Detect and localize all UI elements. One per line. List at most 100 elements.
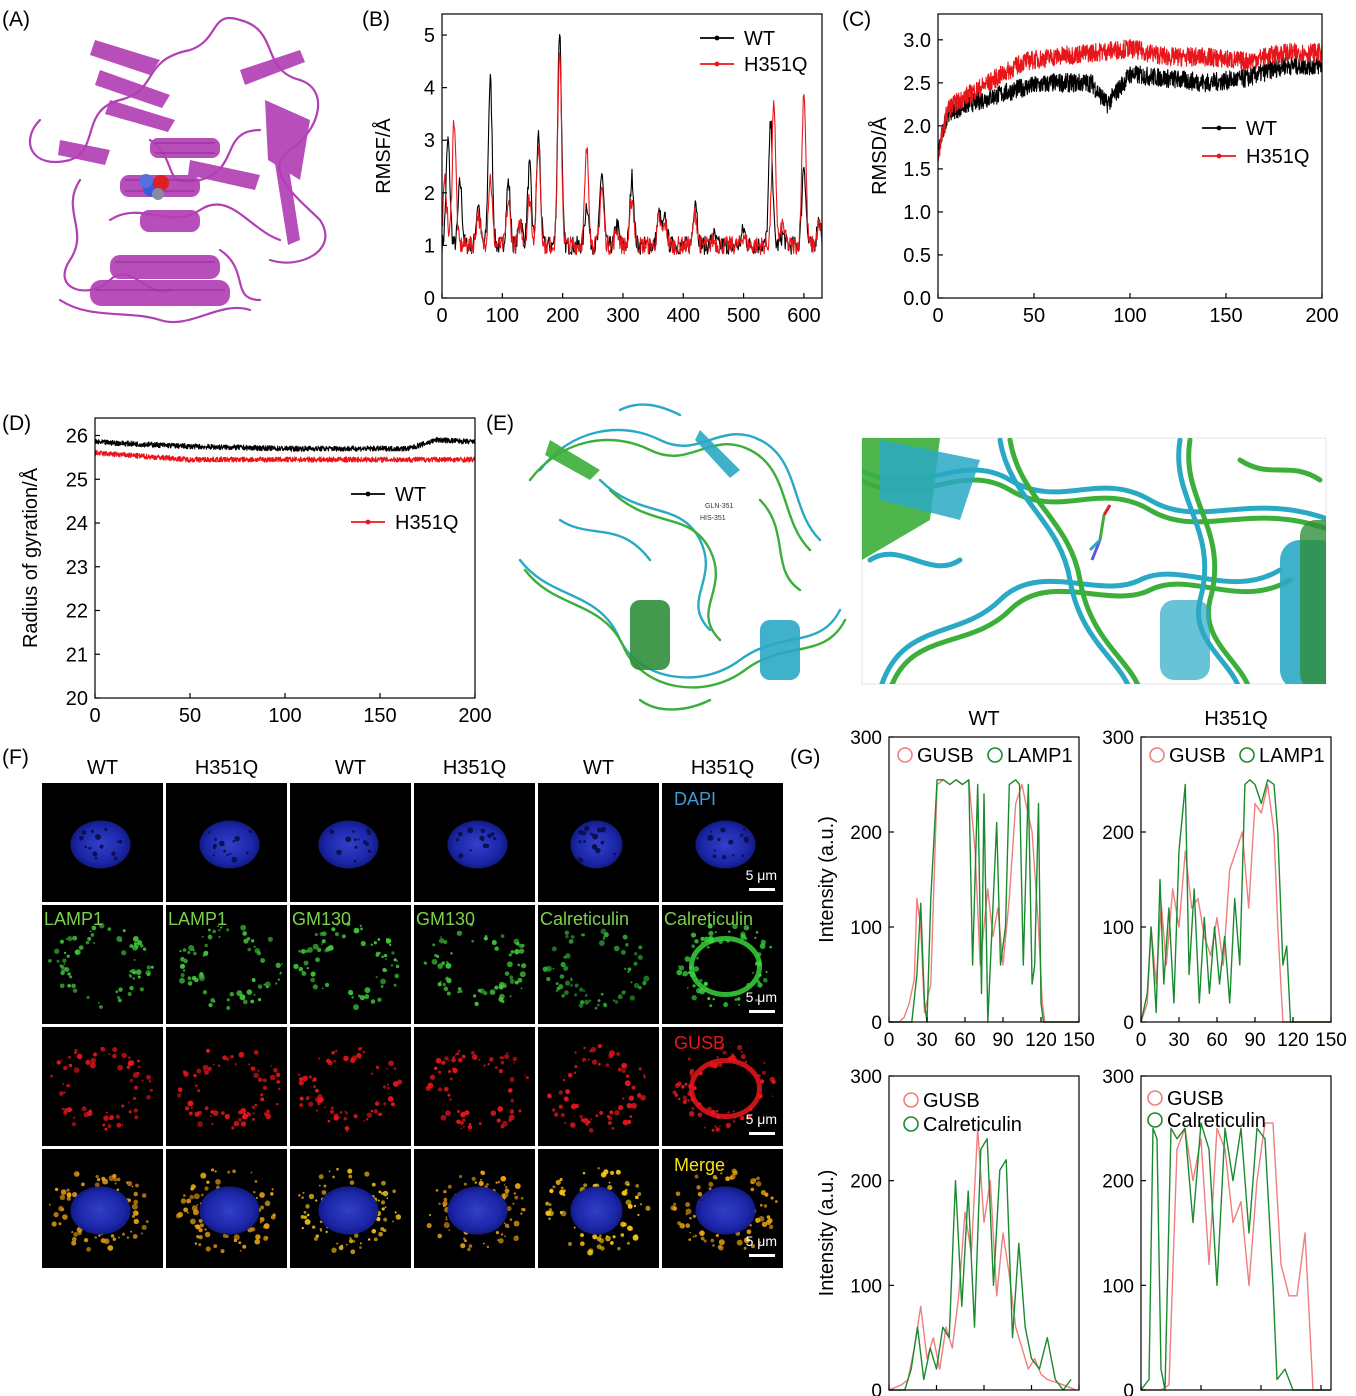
signal-puncta [370, 1109, 374, 1113]
x-tick-label: 150 [1315, 1030, 1347, 1051]
signal-puncta [387, 1096, 394, 1102]
nucleus-speckle [595, 847, 601, 854]
signal-puncta [222, 1233, 227, 1238]
signal-puncta [732, 923, 738, 930]
x-tick-label: 90 [1244, 1030, 1265, 1051]
signal-puncta [313, 1237, 318, 1241]
signal-puncta [568, 1242, 572, 1246]
legend-marker [903, 1116, 919, 1132]
signal-puncta [204, 1070, 209, 1075]
signal-puncta [624, 1080, 631, 1087]
signal-puncta [592, 1234, 598, 1240]
signal-puncta [127, 1101, 130, 1104]
signal-puncta [764, 1192, 769, 1197]
signal-puncta [609, 1170, 615, 1175]
x-tick-label: 60 [954, 1030, 975, 1051]
signal-puncta [260, 958, 266, 964]
x-tick-label: 100 [486, 305, 519, 327]
micrograph-tile: GM130 [290, 905, 411, 1024]
signal-puncta [758, 1216, 765, 1222]
signal-puncta [135, 969, 142, 976]
signal-puncta [327, 1119, 331, 1123]
nucleus-speckle [707, 834, 714, 841]
signal-puncta [378, 1231, 383, 1237]
signal-puncta [456, 1052, 459, 1055]
signal-puncta [179, 963, 186, 969]
signal-puncta [365, 1118, 369, 1121]
signal-puncta [240, 1121, 247, 1127]
signal-puncta [183, 1194, 186, 1197]
signal-puncta [133, 1085, 139, 1090]
y-axis-label: Intensity (a.u.) [816, 816, 838, 943]
signal-puncta [609, 1110, 614, 1115]
merge-nucleus [447, 1186, 508, 1235]
nucleus-speckle [213, 837, 217, 841]
signal-puncta [513, 1235, 519, 1241]
signal-puncta [598, 1062, 601, 1066]
nucleus-speckle [583, 840, 586, 843]
signal-puncta [108, 1175, 115, 1182]
signal-puncta [103, 1238, 110, 1245]
tile-background [414, 1027, 535, 1146]
signal-puncta [560, 1186, 564, 1190]
signal-puncta [182, 1070, 187, 1074]
signal-puncta [491, 940, 497, 946]
nucleus-speckle [357, 838, 360, 841]
signal-puncta [486, 1245, 490, 1249]
signal-puncta [264, 981, 271, 988]
signal-puncta [336, 1167, 339, 1171]
nucleus-speckle [712, 854, 717, 859]
signal-puncta [514, 948, 520, 955]
signal-puncta [246, 989, 253, 995]
nucleus-speckle [362, 840, 367, 844]
signal-puncta [395, 964, 400, 969]
signal-puncta [95, 1174, 99, 1179]
signal-puncta [514, 980, 519, 985]
signal-puncta [584, 994, 588, 997]
signal-puncta [394, 973, 400, 979]
micrograph-tile [538, 1149, 659, 1268]
signal-puncta [198, 1235, 203, 1240]
signal-puncta [632, 1234, 639, 1241]
signal-puncta [71, 1231, 74, 1234]
signal-puncta [236, 990, 243, 997]
signal-puncta [240, 924, 247, 931]
signal-puncta [708, 1181, 714, 1187]
series-line-h351q [94, 450, 476, 463]
y-tick-label: 25 [66, 469, 88, 491]
signal-puncta [73, 1067, 80, 1073]
nucleus-speckle [577, 857, 584, 864]
signal-puncta [307, 947, 313, 953]
signal-puncta [188, 1111, 193, 1116]
signal-puncta [567, 1072, 573, 1078]
signal-puncta [457, 990, 460, 994]
signal-puncta [582, 1171, 586, 1175]
signal-puncta [737, 997, 741, 1001]
signal-puncta [359, 995, 365, 1001]
signal-puncta [443, 1197, 448, 1202]
signal-puncta [370, 1072, 374, 1075]
signal-puncta [738, 1003, 740, 1006]
signal-puncta [204, 1231, 211, 1238]
perinuclear-ring [689, 936, 762, 997]
legend-label: GUSB [1169, 745, 1226, 767]
signal-puncta [582, 1060, 584, 1063]
nucleus-speckle [578, 840, 582, 844]
signal-puncta [617, 994, 623, 1000]
signal-puncta [442, 982, 446, 987]
signal-puncta [584, 999, 590, 1005]
signal-puncta [620, 1221, 626, 1228]
signal-puncta [132, 936, 139, 942]
signal-puncta [109, 1115, 115, 1120]
signal-puncta [446, 977, 452, 984]
signal-puncta [727, 1111, 730, 1114]
signal-puncta [68, 1055, 72, 1059]
nucleus-speckle [353, 859, 357, 863]
signal-puncta [122, 929, 126, 933]
signal-puncta [325, 1058, 331, 1064]
signal-puncta [435, 1189, 439, 1192]
signal-puncta [617, 1104, 624, 1111]
signal-puncta [370, 943, 374, 946]
signal-puncta [116, 995, 121, 1000]
signal-puncta [684, 1082, 688, 1086]
